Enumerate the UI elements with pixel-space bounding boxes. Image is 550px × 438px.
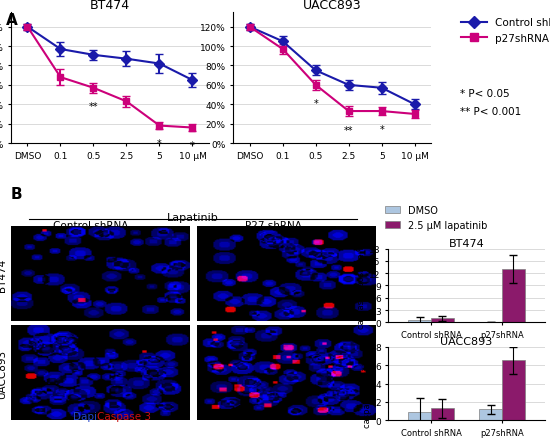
- Text: B: B: [11, 186, 23, 201]
- Text: * P< 0.05: * P< 0.05: [460, 89, 509, 99]
- Text: P27 shRNA: P27 shRNA: [245, 220, 302, 230]
- Text: **: **: [344, 125, 354, 135]
- Title: UACC893: UACC893: [303, 0, 361, 12]
- Text: ** P< 0.001: ** P< 0.001: [460, 107, 521, 117]
- Title: UACC893: UACC893: [441, 336, 493, 346]
- Text: **: **: [89, 102, 98, 112]
- Bar: [431, 409, 454, 420]
- Bar: [408, 412, 431, 420]
- Text: Caspase 3: Caspase 3: [97, 411, 151, 421]
- Text: Dapi: Dapi: [73, 411, 97, 421]
- Y-axis label: UACC893: UACC893: [0, 349, 7, 398]
- Y-axis label: caspase3 positive %: caspase3 positive %: [363, 341, 372, 427]
- Legend: Control shRNA, p27shRNA: Control shRNA, p27shRNA: [461, 18, 550, 43]
- Title: BT474: BT474: [90, 0, 130, 12]
- Text: *: *: [314, 99, 318, 109]
- Legend: DMSO, 2.5 μM lapatinib: DMSO, 2.5 μM lapatinib: [386, 206, 487, 231]
- Text: Lapatinib: Lapatinib: [167, 212, 219, 222]
- Text: Control shRNA: Control shRNA: [53, 220, 129, 230]
- Text: *: *: [157, 139, 162, 149]
- Bar: [408, 321, 431, 323]
- Text: *: *: [190, 141, 195, 151]
- Bar: [479, 410, 502, 420]
- Y-axis label: caspase3 positive %: caspase3 positive %: [358, 243, 366, 328]
- Text: *: *: [379, 124, 384, 134]
- Bar: [502, 269, 525, 323]
- Text: +: +: [96, 411, 105, 421]
- Text: A: A: [6, 13, 17, 28]
- Title: BT474: BT474: [449, 238, 485, 248]
- Y-axis label: BT474: BT474: [0, 258, 7, 291]
- Bar: [431, 318, 454, 323]
- Bar: [502, 360, 525, 420]
